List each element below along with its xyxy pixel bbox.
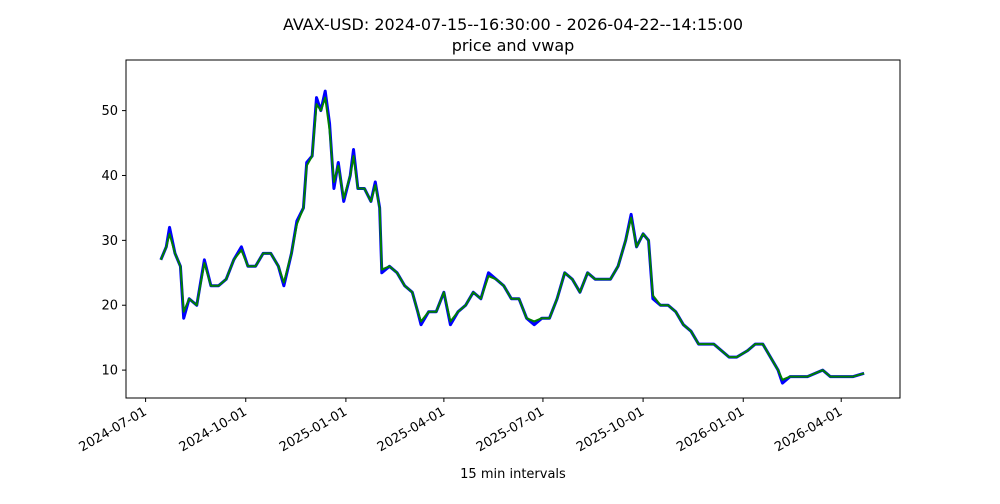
plot-area xyxy=(159,89,865,385)
series-line xyxy=(159,96,865,381)
y-tick-label: 10 xyxy=(101,364,118,379)
chart-title: AVAX-USD: 2024-07-15--16:30:00 - 2026-04… xyxy=(283,15,743,34)
y-tick-label: 20 xyxy=(101,299,118,314)
y-tick-label: 30 xyxy=(101,234,118,249)
y-tick-label: 40 xyxy=(101,169,118,184)
axes-frame xyxy=(125,59,901,399)
y-tick-label: 50 xyxy=(101,104,118,119)
chart-subtitle: price and vwap xyxy=(452,36,575,55)
x-axis-label: 15 min intervals xyxy=(460,467,566,482)
